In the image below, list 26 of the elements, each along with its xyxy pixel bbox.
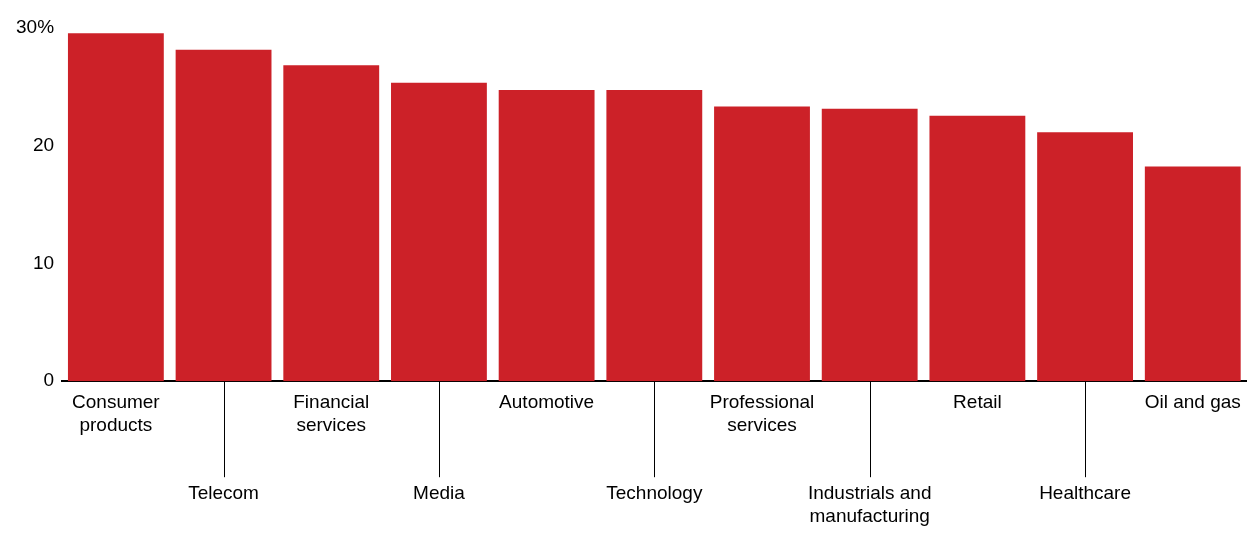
x-tick-label: Healthcare bbox=[1039, 482, 1132, 504]
y-tick-label: 0 bbox=[43, 369, 55, 391]
x-tick-label: Consumer products bbox=[72, 390, 161, 435]
bar bbox=[929, 115, 1026, 382]
bar bbox=[391, 82, 487, 382]
y-tick-label: 20 bbox=[32, 133, 55, 155]
bar bbox=[1037, 132, 1133, 382]
y-tick-label: 10 bbox=[32, 251, 55, 273]
x-tick-label: Professional services bbox=[709, 390, 815, 435]
x-tick-label: Media bbox=[413, 482, 466, 504]
bar bbox=[714, 106, 810, 382]
x-tick-label: Automotive bbox=[499, 390, 595, 412]
bar bbox=[175, 49, 272, 382]
bar bbox=[1144, 166, 1241, 382]
x-tick-label: Telecom bbox=[188, 482, 259, 504]
bar bbox=[606, 89, 703, 382]
bar bbox=[498, 89, 595, 382]
x-tick-label: Industrials and manufacturing bbox=[807, 482, 932, 526]
y-tick-label: 30% bbox=[16, 15, 55, 37]
x-tick-label: Retail bbox=[953, 390, 1002, 412]
x-tick-label: Technology bbox=[606, 482, 703, 504]
bar bbox=[821, 108, 918, 382]
x-tick-label: Financial services bbox=[293, 390, 370, 435]
bar bbox=[283, 65, 380, 382]
bar bbox=[67, 33, 164, 382]
x-tick-label: Oil and gas bbox=[1144, 390, 1241, 412]
